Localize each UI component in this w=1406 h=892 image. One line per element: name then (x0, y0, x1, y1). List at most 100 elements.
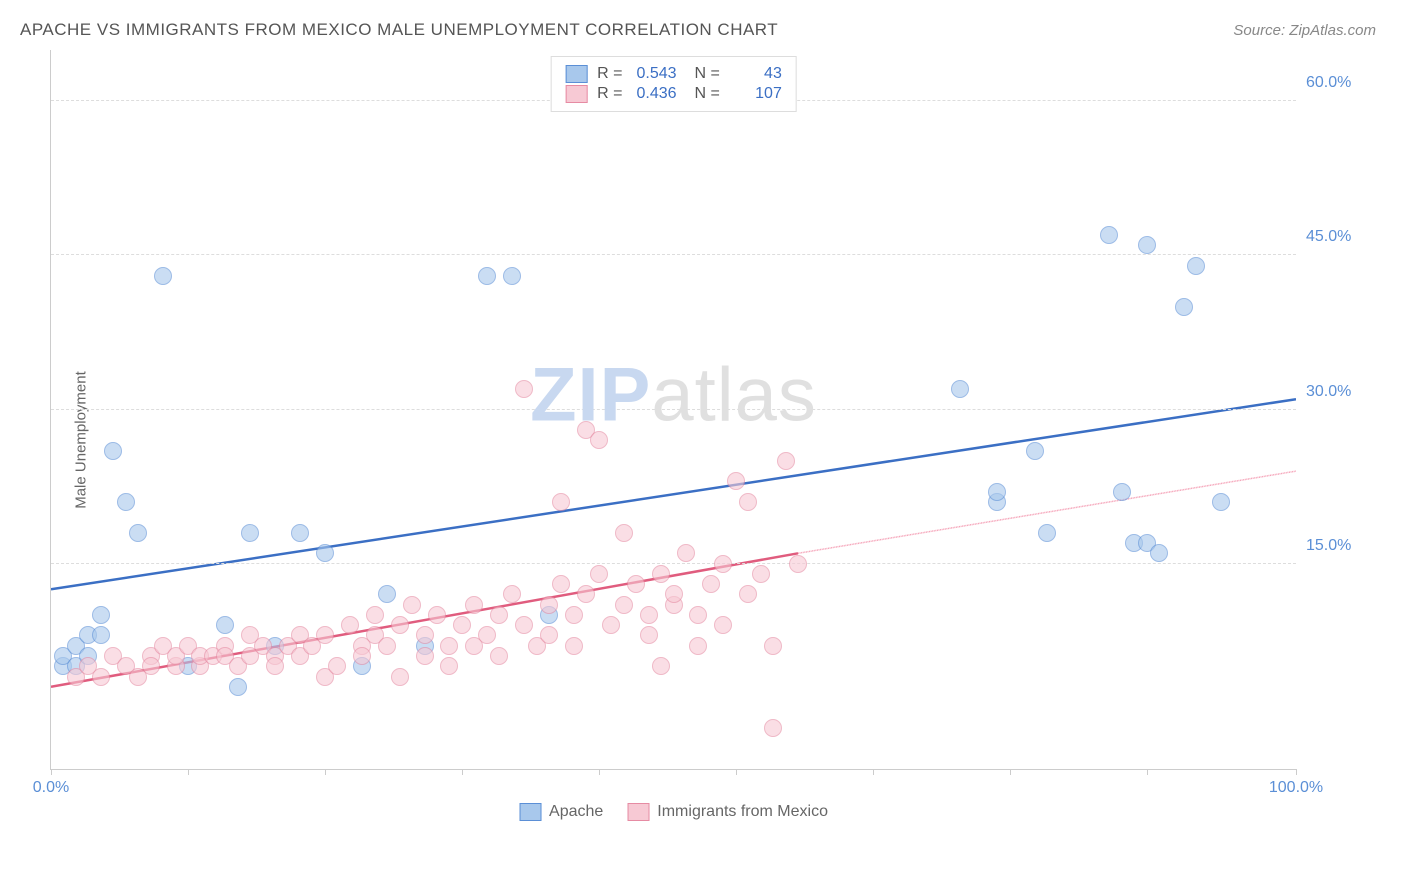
data-point (465, 596, 483, 614)
data-point (403, 596, 421, 614)
source-credit: Source: ZipAtlas.com (1233, 22, 1376, 39)
data-point (142, 657, 160, 675)
data-point (104, 442, 122, 460)
data-point (353, 647, 371, 665)
data-point (117, 493, 135, 511)
data-point (764, 719, 782, 737)
gridline (51, 563, 1296, 564)
data-point (503, 267, 521, 285)
data-point (677, 544, 695, 562)
data-point (689, 606, 707, 624)
data-point (490, 606, 508, 624)
data-point (416, 647, 434, 665)
data-point (1175, 298, 1193, 316)
data-point (341, 616, 359, 634)
data-point (602, 616, 620, 634)
series-name: Immigrants from Mexico (657, 803, 828, 821)
data-point (789, 555, 807, 573)
data-point (366, 606, 384, 624)
data-point (416, 626, 434, 644)
x-tick-label-left: 0.0% (33, 779, 69, 797)
data-point (652, 657, 670, 675)
legend-correlation: R =0.543N =43R =0.436N =107 (550, 56, 797, 112)
data-point (291, 524, 309, 542)
y-tick-label: 45.0% (1306, 228, 1366, 246)
data-point (777, 452, 795, 470)
data-point (727, 472, 745, 490)
data-point (515, 616, 533, 634)
data-point (216, 616, 234, 634)
data-point (129, 524, 147, 542)
plot-area: ZIPatlas R =0.543N =43R =0.436N =107 Apa… (50, 50, 1296, 770)
watermark: ZIPatlas (530, 352, 817, 439)
data-point (391, 616, 409, 634)
source-link[interactable]: ZipAtlas.com (1289, 22, 1376, 39)
x-tick (1296, 769, 1297, 775)
data-point (316, 626, 334, 644)
gridline (51, 409, 1296, 410)
y-tick-label: 15.0% (1306, 537, 1366, 555)
data-point (615, 524, 633, 542)
data-point (540, 596, 558, 614)
data-point (565, 637, 583, 655)
data-point (440, 637, 458, 655)
data-point (92, 606, 110, 624)
gridline (51, 254, 1296, 255)
data-point (552, 493, 570, 511)
data-point (640, 626, 658, 644)
n-label: N = (695, 85, 720, 103)
legend-series-item: Immigrants from Mexico (627, 803, 828, 821)
data-point (702, 575, 720, 593)
data-point (714, 555, 732, 573)
x-tick (736, 769, 737, 775)
x-tick (1147, 769, 1148, 775)
data-point (440, 657, 458, 675)
data-point (565, 606, 583, 624)
source-prefix: Source: (1233, 22, 1289, 39)
data-point (764, 637, 782, 655)
data-point (453, 616, 471, 634)
legend-series: Apache Immigrants from Mexico (519, 803, 828, 821)
data-point (1187, 257, 1205, 275)
data-point (540, 626, 558, 644)
legend-series-item: Apache (519, 803, 603, 821)
data-point (478, 626, 496, 644)
data-point (665, 585, 683, 603)
r-value: 0.543 (637, 65, 685, 83)
data-point (515, 380, 533, 398)
data-point (1100, 226, 1118, 244)
x-tick (325, 769, 326, 775)
data-point (266, 657, 284, 675)
legend-swatch (627, 803, 649, 821)
r-label: R = (597, 65, 622, 83)
data-point (615, 596, 633, 614)
legend-row: R =0.543N =43 (565, 65, 782, 83)
data-point (988, 483, 1006, 501)
data-point (590, 431, 608, 449)
data-point (316, 544, 334, 562)
data-point (391, 668, 409, 686)
data-point (627, 575, 645, 593)
data-point (689, 637, 707, 655)
data-point (378, 637, 396, 655)
data-point (1113, 483, 1131, 501)
data-point (739, 493, 757, 511)
data-point (241, 524, 259, 542)
n-label: N = (695, 65, 720, 83)
data-point (428, 606, 446, 624)
legend-swatch (519, 803, 541, 821)
data-point (1138, 236, 1156, 254)
legend-swatch (565, 65, 587, 83)
data-point (951, 380, 969, 398)
x-tick (873, 769, 874, 775)
series-name: Apache (549, 803, 603, 821)
x-tick-label-right: 100.0% (1269, 779, 1323, 797)
data-point (1026, 442, 1044, 460)
y-tick-label: 30.0% (1306, 383, 1366, 401)
x-tick (599, 769, 600, 775)
data-point (652, 565, 670, 583)
chart-title: APACHE VS IMMIGRANTS FROM MEXICO MALE UN… (20, 20, 778, 40)
data-point (714, 616, 732, 634)
x-tick (462, 769, 463, 775)
data-point (752, 565, 770, 583)
